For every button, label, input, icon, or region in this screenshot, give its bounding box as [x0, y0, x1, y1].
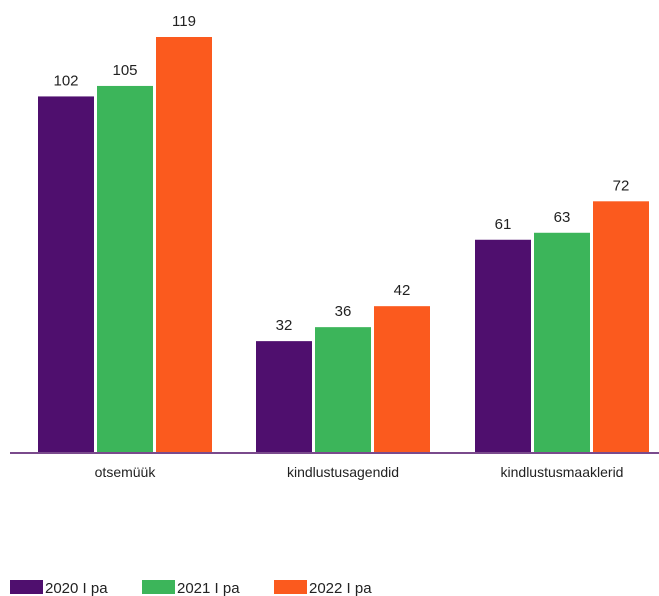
value-label-0-1: 105	[112, 62, 137, 79]
category-labels-group: otsemüük kindlustusagendid kindlustusmaakl…	[95, 464, 624, 480]
bar-1-2	[374, 306, 430, 453]
bar-0-2	[156, 37, 212, 453]
bar-2-2	[593, 201, 649, 453]
category-label-2: kindlustusmaaklerid	[501, 464, 624, 480]
value-label-0-2: 119	[172, 13, 196, 30]
bar-1-0	[256, 341, 312, 453]
bar-1-1	[315, 327, 371, 453]
legend: 2020 I pa 2021 I pa 2022 I pa	[10, 580, 372, 596]
bar-0-1	[97, 85, 153, 454]
value-label-0-0: 102	[53, 72, 78, 89]
value-label-1-2: 42	[394, 282, 411, 299]
value-label-1-0: 32	[276, 317, 293, 334]
legend-swatch-0	[10, 580, 43, 594]
legend-label-2: 2022 I pa	[309, 580, 372, 596]
legend-label-1: 2021 I pa	[177, 580, 240, 596]
value-label-2-1: 63	[554, 209, 571, 226]
category-label-1: kindlustusagendid	[287, 464, 399, 480]
value-labels-group: 102 105 119 32 36 42 61 63 72	[53, 13, 629, 334]
value-label-1-1: 36	[335, 303, 352, 320]
bar-2-0	[475, 239, 531, 453]
legend-swatch-1	[142, 580, 175, 594]
legend-label-0: 2020 I pa	[45, 580, 108, 596]
bars-group	[38, 37, 649, 454]
bar-0-0	[38, 96, 94, 453]
category-label-0: otsemüük	[95, 464, 157, 480]
value-label-2-2: 72	[613, 177, 630, 194]
legend-swatch-2	[274, 580, 307, 594]
value-label-2-0: 61	[495, 216, 512, 233]
bar-2-1	[534, 232, 590, 453]
